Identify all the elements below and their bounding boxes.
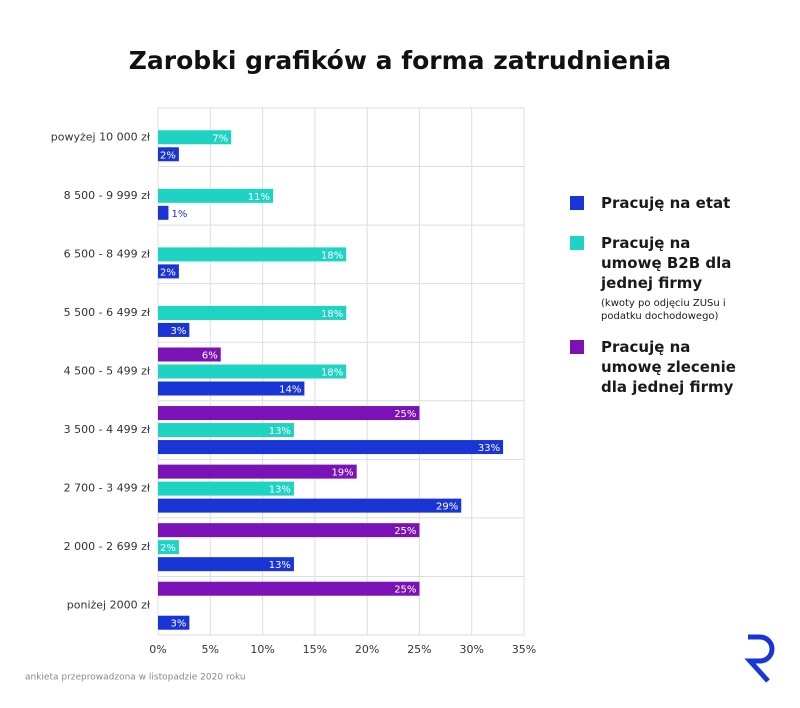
value-label: 33% <box>478 443 500 454</box>
x-tick-label: 10% <box>250 643 274 656</box>
legend-swatch <box>570 196 584 210</box>
value-label: 29% <box>436 502 458 513</box>
bar <box>158 540 179 555</box>
x-tick-label: 35% <box>512 643 536 656</box>
bar <box>158 381 305 396</box>
value-label: 11% <box>248 192 270 203</box>
value-label: 13% <box>269 485 291 496</box>
value-label: 13% <box>269 426 291 437</box>
bar <box>158 440 504 455</box>
value-label: 7% <box>212 133 228 144</box>
bar <box>158 615 190 630</box>
x-tick-label: 20% <box>355 643 379 656</box>
bar <box>158 557 294 572</box>
bar <box>158 523 420 538</box>
value-label: 6% <box>202 351 218 362</box>
bar <box>158 347 221 362</box>
footnote: ankieta przeprowadzona w listopadzie 202… <box>25 673 246 683</box>
chart-title: Zarobki grafików a forma zatrudnienia <box>129 46 671 75</box>
value-label: 1% <box>171 209 187 220</box>
bar <box>158 498 462 513</box>
bar <box>158 130 232 145</box>
bar <box>158 581 420 596</box>
y-tick-label: poniżej 2000 zł <box>67 599 151 612</box>
y-tick-label: 8 500 - 9 999 zł <box>64 189 151 202</box>
y-tick-label: 2 000 - 2 699 zł <box>64 540 151 553</box>
legend-item: Pracuję na etat <box>570 193 750 213</box>
value-label: 13% <box>269 560 291 571</box>
y-tick-label: 5 500 - 6 499 zł <box>64 306 151 319</box>
value-label: 3% <box>170 326 186 337</box>
bar <box>158 305 347 320</box>
bar <box>158 364 347 379</box>
legend-note: (kwoty po odjęciu ZUSu i podatku dochodo… <box>601 298 726 322</box>
bar <box>158 247 347 262</box>
y-tick-label: 2 700 - 3 499 zł <box>64 482 151 495</box>
y-tick-label: 4 500 - 5 499 zł <box>64 365 151 378</box>
bar <box>158 406 420 421</box>
value-label: 2% <box>160 543 176 554</box>
value-label: 25% <box>394 409 416 420</box>
value-label: 18% <box>321 309 343 320</box>
bar <box>158 147 179 162</box>
legend-swatch <box>570 340 584 354</box>
y-tick-label: 3 500 - 4 499 zł <box>64 423 151 436</box>
bar <box>158 481 294 496</box>
value-label: 19% <box>331 468 353 479</box>
legend-label: Pracuję na umowę zlecenie dla jednej fir… <box>601 338 736 396</box>
bar <box>158 205 169 220</box>
value-label: 3% <box>170 619 186 630</box>
value-label: 25% <box>394 585 416 596</box>
x-tick-label: 25% <box>407 643 431 656</box>
bar <box>158 464 357 479</box>
y-tick-label: powyżej 10 000 zł <box>51 130 151 143</box>
value-label: 25% <box>394 526 416 537</box>
value-label: 2% <box>160 150 176 161</box>
bar <box>158 322 190 337</box>
value-label: 18% <box>321 250 343 261</box>
legend-label: Pracuję na umowę B2B dla jednej firmy <box>601 234 732 292</box>
legend-label: Pracuję na etat <box>601 194 731 212</box>
y-tick-label: 6 500 - 8 499 zł <box>64 247 151 260</box>
x-tick-label: 30% <box>459 643 483 656</box>
bar <box>158 264 179 279</box>
value-label: 18% <box>321 368 343 379</box>
legend-item: Pracuję na umowę zlecenie dla jednej fir… <box>570 337 750 397</box>
value-label: 2% <box>160 267 176 278</box>
bar <box>158 423 294 438</box>
value-label: 14% <box>279 385 301 396</box>
bar <box>158 188 274 203</box>
legend-item: Pracuję na umowę B2B dla jednej firmy (kw… <box>570 233 750 323</box>
x-tick-label: 5% <box>202 643 219 656</box>
logo <box>744 634 775 683</box>
legend-swatch <box>570 236 584 250</box>
x-tick-label: 0% <box>149 643 166 656</box>
x-tick-label: 15% <box>303 643 327 656</box>
